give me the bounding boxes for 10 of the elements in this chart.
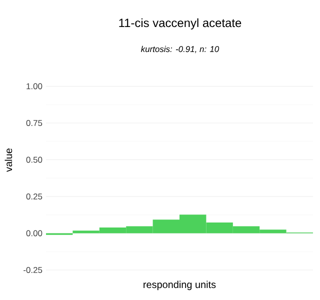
x-axis-title: responding units (144, 280, 216, 290)
chart-subtitle: kurtosis: -0.91, n: 10 (140, 46, 220, 54)
y-axis-title: value (4, 148, 12, 172)
y-tick-label: 0.25 (26, 194, 42, 200)
y-tick-label: 0.50 (26, 156, 42, 163)
y-tick-label: -0.25 (24, 267, 42, 273)
y-tick-label: 1.00 (26, 83, 42, 90)
chart-title: 11-cis vaccenyl acetate (119, 18, 242, 30)
y-tick-label: 0.00 (26, 230, 42, 236)
y-tick-label: 0.75 (26, 120, 42, 126)
